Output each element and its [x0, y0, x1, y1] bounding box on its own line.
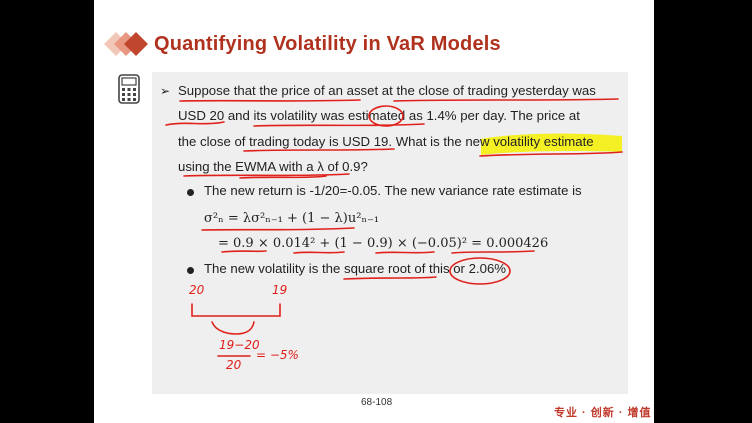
question-line-1: Suppose that the price of an asset at th… — [178, 83, 596, 98]
handwritten-fraction-denominator: 20 — [226, 358, 242, 372]
diamond-logo-icon — [104, 32, 148, 56]
question-line-2: USD 20 and its volatility was estimated … — [178, 108, 580, 123]
handwritten-20: 20 — [189, 283, 205, 297]
sub-bullet-dot — [187, 267, 194, 274]
brand-slogan: 专业 · 创新 · 增值 — [554, 407, 652, 419]
calculator-icon — [118, 74, 140, 104]
variance-calculation: = 0.9 × 0.014² + (1 − 0.9) × (−0.05)² = … — [218, 236, 549, 251]
slide: Quantifying Volatility in VaR Models ➢ S… — [94, 0, 654, 423]
handwritten-fraction-numerator: 19−20 — [219, 338, 260, 352]
slide-title: Quantifying Volatility in VaR Models — [154, 33, 501, 55]
new-return-text: The new return is -1/20=-0.05. The new v… — [204, 183, 582, 198]
question-line-4: using the EWMA with a λ of 0.9? — [178, 159, 368, 174]
handwritten-19: 19 — [272, 283, 288, 297]
new-volatility-text: The new volatility is the square root of… — [204, 261, 506, 276]
question-line-3: the close of trading today is USD 19. Wh… — [178, 134, 594, 149]
page-number: 68-108 — [361, 397, 393, 408]
arrow-bullet-icon: ➢ — [160, 84, 171, 98]
sub-bullet-dot — [187, 189, 194, 196]
highlight-mark — [481, 133, 622, 155]
handwritten-result: = −5% — [256, 348, 299, 362]
variance-formula: σ²ₙ = λσ²ₙ₋₁ + (1 − λ)u²ₙ₋₁ — [204, 211, 380, 226]
